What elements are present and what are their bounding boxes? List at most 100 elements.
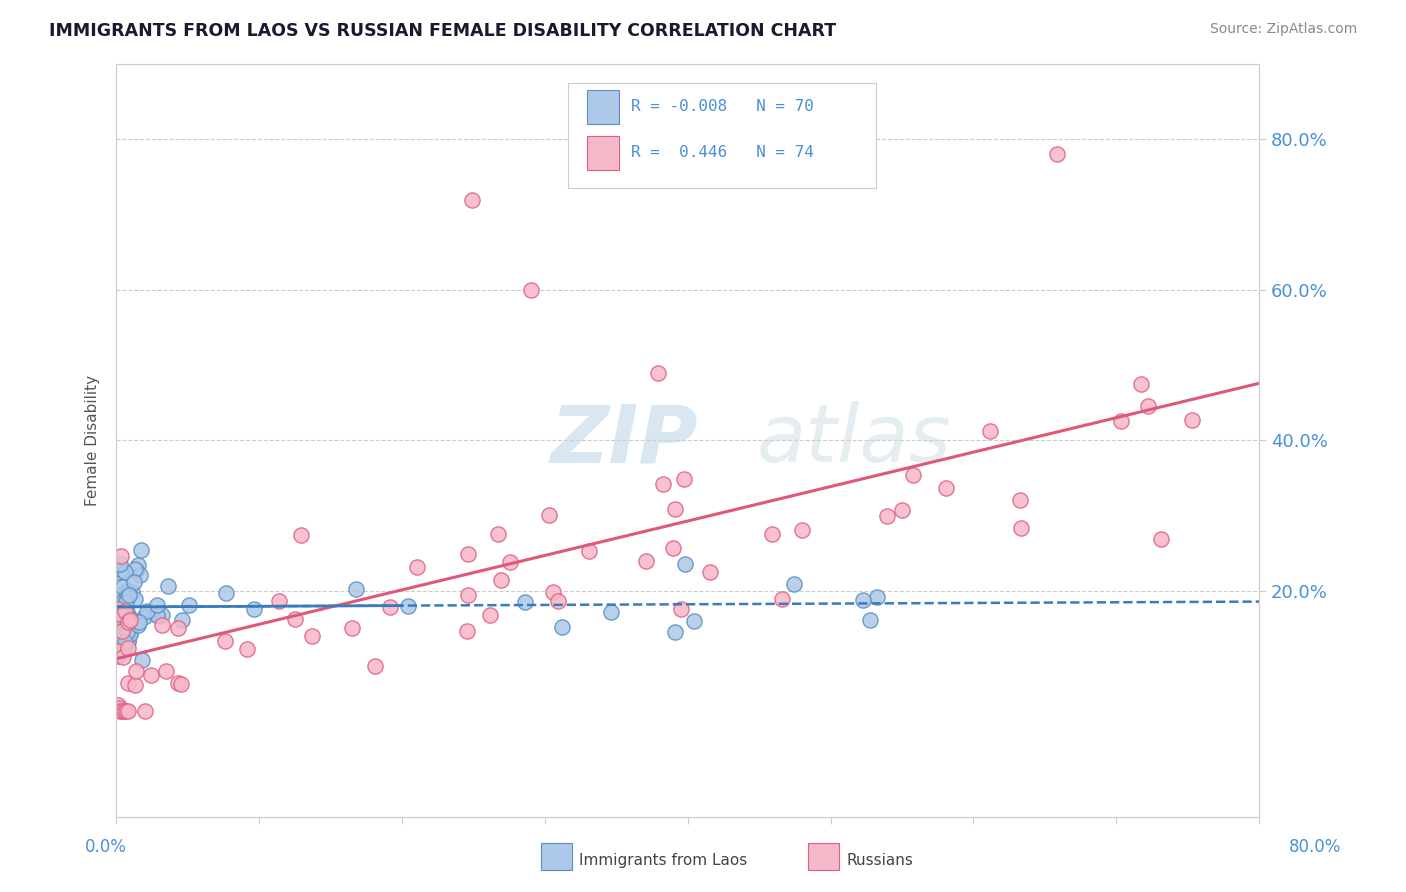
Point [479,607,502,622]
Point [1109,414,1132,428]
Point [118,626,141,640]
Point [124,678,146,692]
Point [117,633,139,648]
Point [118,588,141,602]
Point [112,603,135,617]
Point [378,600,401,615]
Point [117,704,139,718]
Point [489,573,512,587]
Point [107,698,129,713]
Point [979,424,1001,438]
Point [117,605,139,619]
Point [120,612,142,626]
Point [114,604,136,618]
Point [134,704,156,718]
Point [112,649,135,664]
Point [110,591,132,606]
Point [634,554,657,568]
Point [127,617,149,632]
Point [117,634,139,648]
Point [935,481,957,495]
Point [214,634,236,648]
Point [114,565,136,579]
Point [1010,493,1032,508]
Point [290,528,312,542]
Point [1010,521,1032,535]
Point [761,526,783,541]
Text: R =  0.446   N = 74: R = 0.446 N = 74 [630,145,814,161]
Point [125,664,148,678]
Point [134,610,156,624]
Point [167,621,190,635]
Point [111,580,134,594]
Point [499,555,522,569]
Point [301,629,323,643]
Point [903,467,925,482]
Point [772,592,794,607]
Point [578,544,600,558]
Point [117,640,139,655]
Point [456,624,478,639]
Y-axis label: Female Disability: Female Disability [86,375,100,506]
Point [699,565,721,579]
Point [146,607,169,622]
Point [792,523,814,537]
Point [111,610,134,624]
Point [107,630,129,644]
Text: IMMIGRANTS FROM LAOS VS RUSSIAN FEMALE DISABILITY CORRELATION CHART: IMMIGRANTS FROM LAOS VS RUSSIAN FEMALE D… [49,22,837,40]
Point [150,607,173,622]
Point [170,676,193,690]
Point [108,558,131,572]
Point [647,366,669,380]
Point [155,665,177,679]
Text: atlas: atlas [756,401,950,479]
Point [156,579,179,593]
Point [136,604,159,618]
Point [110,704,132,718]
Point [121,585,143,599]
Point [114,595,136,609]
Point [662,541,685,555]
Point [115,590,138,604]
Point [127,558,149,572]
Point [344,582,367,596]
Text: Immigrants from Laos: Immigrants from Laos [579,854,748,868]
Point [1137,399,1160,413]
Point [782,577,804,591]
Point [1181,412,1204,426]
Point [118,610,141,624]
Point [891,503,914,517]
Point [170,613,193,627]
Point [457,587,479,601]
Point [118,627,141,641]
Point [664,502,686,516]
Bar [588,90,619,124]
Point [115,625,138,640]
Point [117,675,139,690]
Point [115,583,138,598]
Point [131,653,153,667]
Point [111,563,134,577]
Point [122,574,145,589]
FancyBboxPatch shape [568,83,876,188]
Point [111,624,134,639]
Point [364,659,387,673]
Point [876,508,898,523]
Point [177,598,200,612]
Point [457,547,479,561]
Point [541,585,564,599]
Point [486,527,509,541]
Point [108,588,131,602]
Point [1149,532,1171,546]
Point [214,586,236,600]
Point [342,621,364,635]
Point [112,620,135,634]
Point [117,584,139,599]
Point [107,618,129,632]
Point [108,701,131,715]
Point [112,704,135,718]
Point [167,676,190,690]
Point [520,283,543,297]
Point [124,592,146,607]
Point [866,590,889,604]
